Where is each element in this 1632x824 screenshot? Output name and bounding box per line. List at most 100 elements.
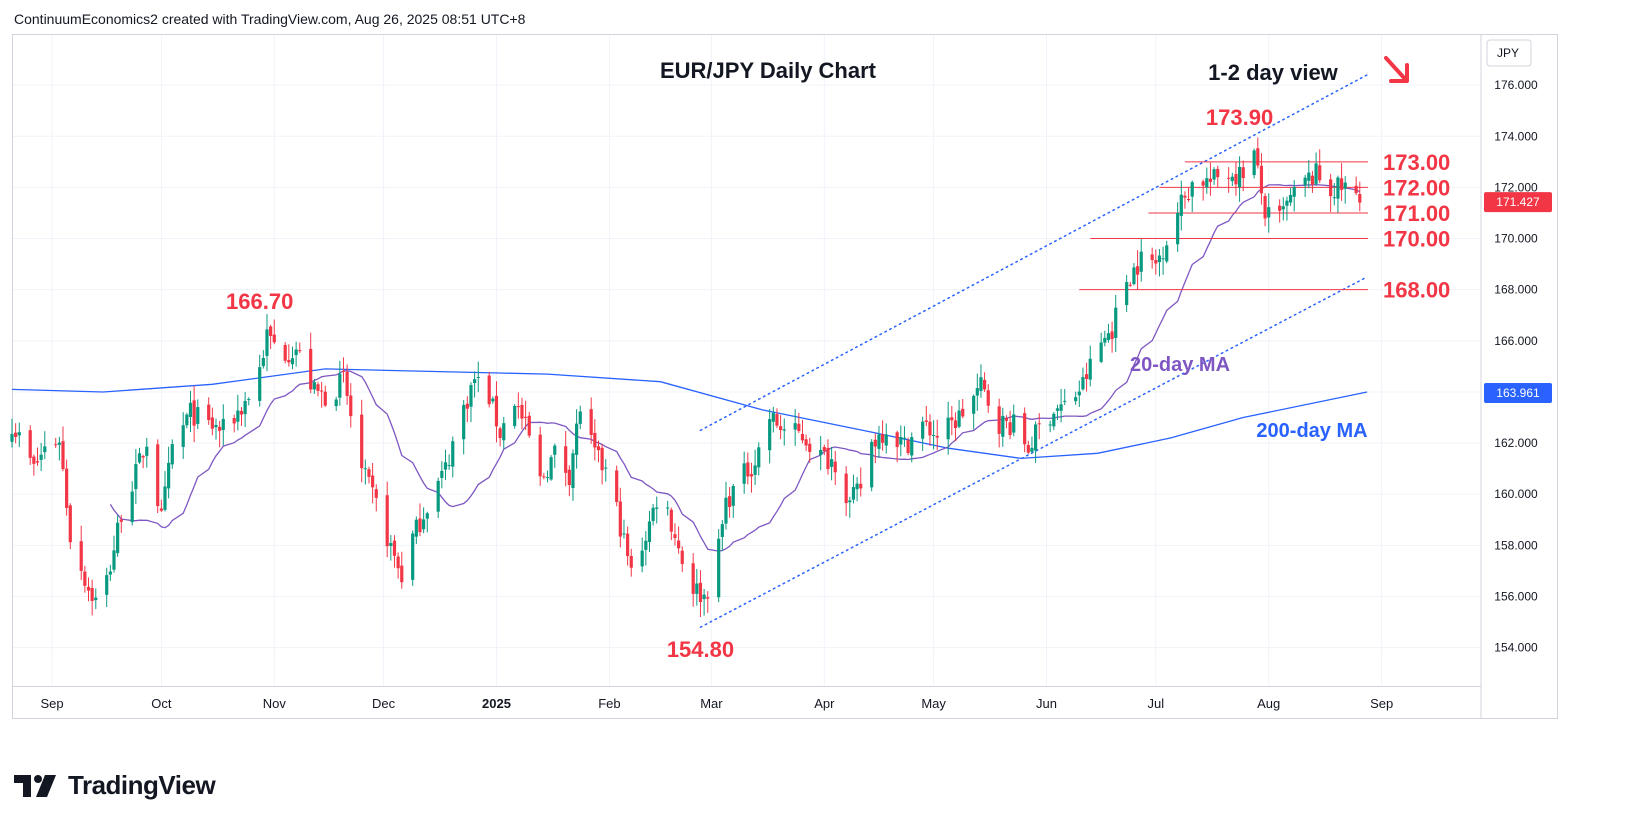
candle-body (156, 444, 160, 507)
candle-body (567, 469, 571, 486)
candle-body (538, 434, 542, 477)
y-tick-label: 172.000 (1494, 180, 1538, 194)
candle-body (1001, 415, 1005, 437)
candle-body (804, 439, 808, 446)
candle-body (1263, 196, 1267, 219)
candle-body (218, 426, 222, 431)
candle-body (680, 550, 684, 564)
candle-body (1241, 167, 1245, 178)
candle-body (1278, 205, 1282, 211)
candle-body (65, 468, 69, 508)
candle-body (1084, 374, 1089, 379)
candle-body (1354, 185, 1358, 194)
candle-body (513, 405, 517, 427)
candle-body (1012, 414, 1016, 433)
candle-body (553, 445, 557, 455)
candle-body (855, 483, 859, 490)
y-tick-label: 170.000 (1494, 232, 1538, 246)
view-label: 1-2 day view (1208, 60, 1339, 85)
candle-body (1026, 444, 1030, 453)
candle-body (137, 453, 142, 463)
candle-body (185, 414, 189, 426)
candle-body (243, 401, 247, 415)
candle-body (953, 420, 958, 429)
candle-body (363, 468, 367, 470)
candle-body (520, 404, 524, 419)
price-axis: 154.000156.000158.000160.000162.000164.0… (1494, 78, 1538, 655)
candle-body (1114, 307, 1118, 338)
candle-body (1256, 148, 1260, 166)
candle-body (385, 495, 389, 547)
candle-body (950, 417, 954, 421)
candle-body (258, 367, 262, 401)
candle-body (105, 575, 109, 595)
candle-body (392, 540, 397, 556)
candle-body (119, 519, 123, 522)
candle-body (473, 379, 477, 384)
candle-body (1110, 331, 1114, 340)
candle-body (1103, 337, 1107, 343)
candle-body (94, 597, 98, 601)
candle-body (1088, 358, 1092, 380)
level-label: 172.00 (1383, 175, 1450, 200)
chart-attribution: ContinuumEconomics2 created with Trading… (14, 11, 526, 27)
candle-body (1186, 199, 1191, 201)
candle-body (870, 441, 874, 488)
candle-body (666, 507, 670, 509)
x-tick-label: Nov (263, 696, 287, 711)
candle-body (1037, 423, 1041, 425)
candle-body (43, 446, 47, 453)
x-tick-label: Oct (151, 696, 172, 711)
candle-body (1157, 255, 1162, 263)
candle-body (494, 395, 499, 427)
candle-body (1139, 251, 1143, 272)
candle-body (389, 543, 393, 546)
candle-body (928, 421, 932, 436)
candle-body (294, 349, 298, 356)
candle-body (159, 508, 163, 511)
candle-body (1234, 174, 1238, 185)
x-tick-label: Apr (814, 696, 835, 711)
candle-body (1132, 267, 1136, 285)
candle-body (1227, 177, 1231, 179)
candle-body (1339, 178, 1344, 190)
x-tick-label: Jun (1036, 696, 1057, 711)
candle-body (1074, 397, 1078, 402)
y-tick-label: 154.000 (1494, 641, 1538, 655)
candle-body (1048, 424, 1052, 426)
candle-body (1230, 176, 1234, 182)
candle-body (396, 556, 400, 569)
candle-body (626, 533, 630, 557)
candle-body (502, 423, 506, 441)
candle-body (214, 424, 218, 428)
candle-body (924, 420, 928, 422)
x-tick-label: 2025 (482, 696, 511, 711)
candle-body (400, 565, 404, 583)
candle-body (1318, 165, 1322, 181)
candle-body (411, 533, 415, 580)
level-label: 171.00 (1383, 201, 1450, 226)
candle-body (731, 485, 735, 506)
ma200-last-tag: 163.961 (1484, 382, 1552, 403)
candle-body (644, 540, 648, 550)
candle-body (979, 377, 983, 391)
candle-body (188, 402, 193, 418)
candle-body (808, 443, 812, 452)
x-tick-label: Sep (40, 696, 63, 711)
candle-body (1059, 404, 1063, 411)
x-tick-label: Mar (700, 696, 723, 711)
candle-body (232, 418, 236, 424)
x-tick-label: Jul (1147, 696, 1164, 711)
candle-body (1106, 333, 1111, 340)
down-right-arrow-icon (1384, 56, 1409, 83)
candle-body (1310, 175, 1315, 185)
candle-body (17, 432, 21, 436)
tradingview-logo: TradingView (14, 770, 216, 801)
candle-body (1281, 206, 1285, 210)
candle-body (957, 410, 961, 427)
candle-body (469, 385, 473, 407)
candle-body (746, 462, 750, 477)
candle-body (677, 540, 681, 549)
